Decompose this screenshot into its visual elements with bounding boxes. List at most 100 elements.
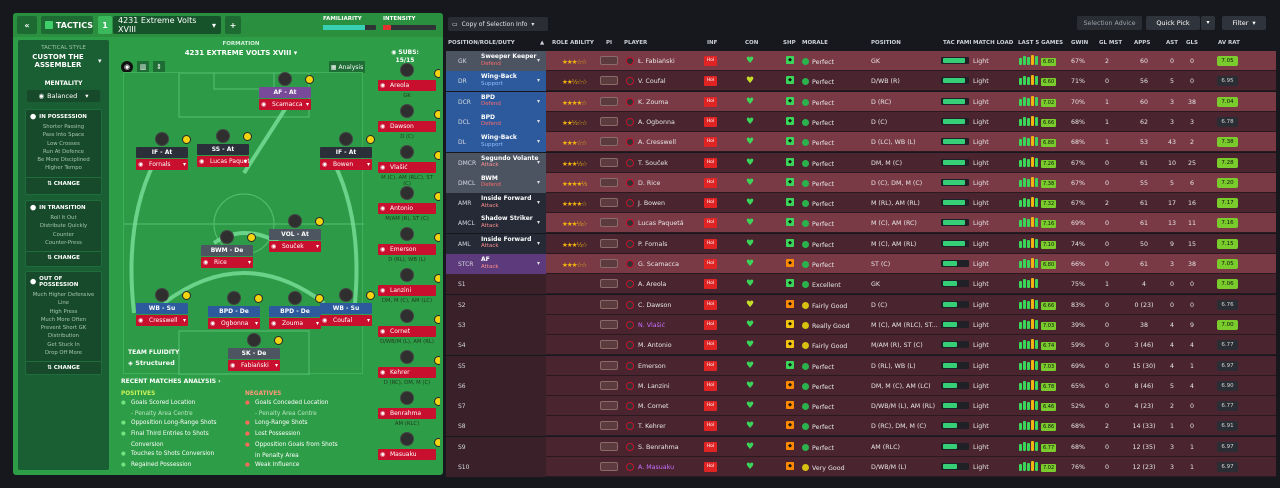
role-duty[interactable]: Wing-Back Support (481, 134, 517, 149)
pi-icon[interactable] (600, 177, 618, 187)
pi-icon[interactable] (600, 56, 618, 65)
selection-advice-button[interactable]: Selection Advice (1077, 16, 1142, 30)
table-row[interactable]: S4 M. Antonio Hol ♥ ◆ Fairly Good M/AM (R), ST… (446, 335, 1276, 356)
role-duty[interactable]: BWM Defend (481, 175, 501, 190)
pi-icon[interactable] (600, 462, 618, 471)
chevron-down-icon[interactable]: ▾ (537, 260, 541, 267)
role-duty[interactable]: BPD Defend (481, 114, 501, 129)
sub-player[interactable]: Benrahma ◉ AM (RLC) (378, 391, 440, 437)
position-slot[interactable] (446, 111, 546, 132)
sub-player[interactable]: Kehrer ◉ D (RC), DM, M (C) (378, 350, 440, 396)
chevron-down-icon[interactable]: ▾ (98, 57, 102, 65)
col-gls[interactable]: GLS (1186, 40, 1198, 46)
sub-player[interactable]: Emerson ◉ D (RL), WB (L) (378, 227, 440, 273)
out-of-possession-box[interactable]: ⬤ OUT OF POSSESSION Much Higher Defensive… (25, 271, 102, 375)
instruction-arrow-icon[interactable] (254, 294, 263, 303)
position-slot[interactable] (446, 193, 546, 214)
position-slot[interactable] (446, 335, 546, 356)
position-slot[interactable] (446, 233, 546, 254)
pi-icon[interactable] (600, 299, 618, 309)
position-slot[interactable] (446, 91, 546, 112)
chevron-down-icon[interactable]: ▾ (537, 158, 541, 166)
table-row[interactable]: S8 T. Kehrer Hol ♥ ◆ Perfect D (RC), DM, M (C)… (446, 416, 1276, 437)
sub-player[interactable]: Vlašić ◉ M (C), AM (RLC), ST (C) (378, 145, 440, 191)
pi-icon[interactable] (600, 137, 618, 147)
position-slot[interactable] (446, 132, 546, 153)
position-slot[interactable] (446, 416, 546, 437)
sub-player[interactable]: Antonio ◉ M/AM (R), ST (C) (378, 186, 440, 232)
table-row[interactable]: S7 M. Cornet Hol ♥ ◆ Perfect D/WB/M (L), AM (R… (446, 396, 1276, 417)
col-pi[interactable]: PI (606, 40, 613, 46)
pitch-player[interactable]: AF - At Scamacca ◉ ▾ (259, 72, 314, 117)
chevron-down-icon[interactable]: ▾ (537, 57, 541, 64)
col-morale[interactable]: MORALE (802, 40, 828, 46)
analysis-title[interactable]: RECENT MATCHES ANALYSIS › (121, 378, 221, 385)
pi-icon[interactable] (600, 96, 618, 106)
table-row[interactable]: GK Sweeper Keeper Defend ▾ ★★★☆☆ Ł. Fabiański… (446, 51, 1276, 71)
out-of-possession-change-button[interactable]: ⇅ CHANGE (26, 361, 101, 371)
mentality-dropdown[interactable]: ◉ Balanced ▾ (27, 90, 100, 102)
filter-button[interactable]: Filter ▾ (1222, 16, 1266, 30)
instruction-arrow-icon[interactable] (243, 132, 252, 141)
col-role-ability[interactable]: ROLE ABILITY (552, 40, 594, 46)
player-name[interactable]: A. Ogbonna (638, 118, 675, 126)
role-duty[interactable]: Sweeper Keeper Defend (481, 53, 536, 68)
position-slot[interactable] (446, 71, 546, 92)
player-name[interactable]: K. Zouma (638, 98, 669, 106)
chevron-down-icon[interactable]: ▾ (537, 199, 541, 207)
col-con[interactable]: CON (745, 40, 759, 46)
instruction-arrow-icon[interactable] (434, 274, 440, 283)
col-position[interactable]: POSITION (871, 40, 901, 46)
table-row[interactable]: S9 S. Benrahma Hol ♥ ◆ Perfect AM (RLC) Light 6.… (446, 436, 1276, 457)
player-name[interactable]: N. Vlašić (638, 321, 666, 329)
info-icon[interactable]: ◉ (121, 61, 133, 73)
role-duty[interactable]: Inside Forward Attack (481, 236, 531, 251)
position-slot[interactable] (446, 51, 546, 71)
col-player[interactable]: PLAYER (624, 40, 648, 46)
chevron-down-icon[interactable]: ▾ (537, 97, 541, 105)
player-name[interactable]: A. Masuaku (638, 464, 675, 471)
chevron-down-icon[interactable]: ▾ (537, 178, 541, 186)
role-duty[interactable]: Wing-Back Support (481, 73, 517, 88)
instruction-arrow-icon[interactable] (434, 110, 440, 119)
position-slot[interactable] (446, 213, 546, 234)
pi-icon[interactable] (600, 259, 618, 268)
position-slot[interactable] (446, 396, 546, 417)
table-row[interactable]: S2 C. Dawson Hol ♥ ◆ Fairly Good D (C) Light 6.6… (446, 294, 1276, 315)
formation-name[interactable]: 4231 EXTREME VOLTS XVIII ▾ (115, 49, 367, 57)
chevron-down-icon[interactable]: ▾ (1201, 16, 1215, 30)
pitch-player[interactable]: VOL - At Souček ◉ ▾ (269, 214, 324, 259)
instruction-arrow-icon[interactable] (434, 438, 440, 447)
tactics-tab[interactable]: TACTICS (41, 16, 93, 34)
in-transition-box[interactable]: ⬤ IN TRANSITION Roll It Out Distribute Qui… (25, 200, 102, 267)
copy-selection-info-dropdown[interactable]: ▭ Copy of Selection Info ▾ (448, 17, 548, 31)
pi-icon[interactable] (600, 157, 618, 167)
position-slot[interactable] (446, 172, 546, 193)
pi-icon[interactable] (600, 441, 618, 451)
instruction-arrow-icon[interactable] (434, 192, 440, 201)
pi-icon[interactable] (600, 401, 618, 411)
pi-icon[interactable] (600, 360, 618, 370)
chevron-down-icon[interactable]: ▾ (537, 239, 541, 247)
player-name[interactable]: G. Scamacca (638, 261, 679, 268)
table-row[interactable]: DCR BPD Defend ▾ ★★★★☆ K. Zouma Hol ♥ ◆ Perfect D … (446, 91, 1276, 112)
chevron-down-icon[interactable]: ▾ (537, 77, 541, 85)
player-name[interactable]: M. Lanzini (638, 382, 670, 390)
instruction-arrow-icon[interactable] (182, 291, 191, 300)
table-row[interactable]: AMCL Shadow Striker Attack ▾ ★★★½☆ Lucas Paqu… (446, 213, 1276, 234)
table-row[interactable]: DMCL BWM Defend ▾ ★★★★½ D. Rice Hol ♥ ◆ Perfect D … (446, 172, 1276, 193)
pi-icon[interactable] (600, 319, 618, 329)
sub-player[interactable]: Lanzini ◉ DM, M (C), AM (LC) (378, 268, 440, 314)
table-row[interactable]: S5 Emerson Hol ♥ ◆ Perfect D (RL), WB (L) Light… (446, 355, 1276, 376)
table-row[interactable]: S6 M. Lanzini Hol ♥ ◆ Perfect DM, M (C), AM (L… (446, 375, 1276, 396)
role-duty[interactable]: AF Attack (481, 256, 499, 271)
table-row[interactable]: DMCR Segundo Volante Attack ▾ ★★★½☆ T. Souček… (446, 152, 1276, 173)
player-name[interactable]: M. Cornet (638, 403, 669, 411)
instruction-arrow-icon[interactable] (305, 75, 314, 84)
chevron-down-icon[interactable]: ▾ (537, 117, 541, 125)
instruction-arrow-icon[interactable] (434, 315, 440, 324)
in-possession-box[interactable]: ⬤ IN POSSESSION Shorter Passing Pass Into … (25, 109, 102, 195)
position-slot[interactable] (446, 375, 546, 396)
table-row[interactable]: AMR Inside Forward Attack ▾ ★★★★☆ J. Bowen Hol… (446, 193, 1276, 214)
